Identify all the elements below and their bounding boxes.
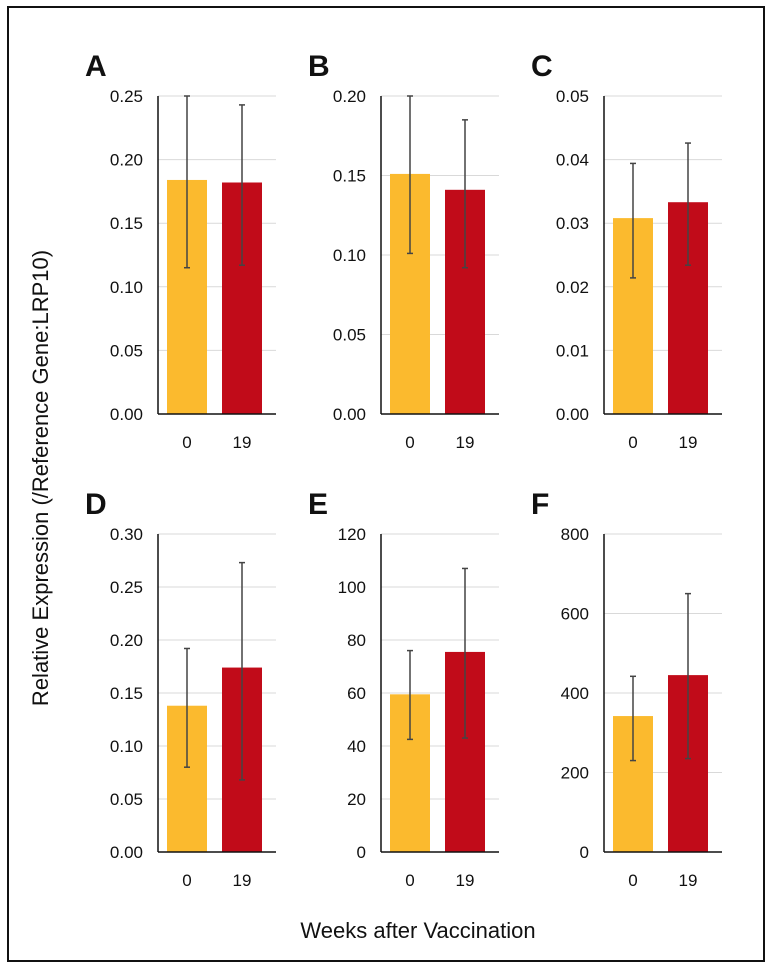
panel-letter-e: E bbox=[308, 488, 328, 521]
x-tick-label-d-1: 19 bbox=[233, 871, 252, 890]
y-tick-label-d-4: 0.20 bbox=[110, 631, 143, 650]
y-tick-label-e-3: 60 bbox=[347, 684, 366, 703]
y-tick-label-d-2: 0.10 bbox=[110, 737, 143, 756]
y-tick-label-b-4: 0.20 bbox=[333, 87, 366, 106]
y-tick-label-f-2: 400 bbox=[561, 684, 589, 703]
panel-letter-b: B bbox=[308, 50, 330, 83]
y-tick-label-d-6: 0.30 bbox=[110, 525, 143, 544]
y-tick-label-e-4: 80 bbox=[347, 631, 366, 650]
y-tick-label-c-0: 0.00 bbox=[556, 405, 589, 424]
panel-letter-a: A bbox=[85, 50, 107, 83]
y-tick-label-e-2: 40 bbox=[347, 737, 366, 756]
y-tick-label-f-4: 800 bbox=[561, 525, 589, 544]
x-tick-label-a-1: 19 bbox=[233, 433, 252, 452]
y-tick-label-f-1: 200 bbox=[561, 764, 589, 783]
x-tick-label-f-0: 0 bbox=[628, 871, 637, 890]
panel-a: A 0.00 0.05 0.10 0.15 0.20 0.25 0 19 bbox=[85, 50, 276, 452]
panel-e: E 0 20 40 60 80 100 120 0 19 bbox=[308, 488, 499, 890]
x-tick-label-b-1: 19 bbox=[456, 433, 475, 452]
y-tick-label-e-5: 100 bbox=[338, 578, 366, 597]
y-tick-label-b-0: 0.00 bbox=[333, 405, 366, 424]
y-tick-label-e-1: 20 bbox=[347, 790, 366, 809]
panel-f: F 0 200 400 600 800 0 19 bbox=[531, 488, 722, 890]
x-axis-title: Weeks after Vaccination bbox=[300, 918, 535, 943]
y-tick-label-a-4: 0.20 bbox=[110, 151, 143, 170]
y-tick-label-a-1: 0.05 bbox=[110, 341, 143, 360]
panel-c: C 0.00 0.01 0.02 0.03 0.04 0.05 0 19 bbox=[531, 50, 722, 452]
y-tick-label-b-2: 0.10 bbox=[333, 246, 366, 265]
x-tick-label-b-0: 0 bbox=[405, 433, 414, 452]
x-tick-label-f-1: 19 bbox=[679, 871, 698, 890]
panel-b: B 0.00 0.05 0.10 0.15 0.20 0 19 bbox=[308, 50, 499, 452]
panel-letter-d: D bbox=[85, 488, 107, 521]
y-tick-label-d-1: 0.05 bbox=[110, 790, 143, 809]
x-tick-label-e-0: 0 bbox=[405, 871, 414, 890]
y-tick-label-e-0: 0 bbox=[357, 843, 366, 862]
y-tick-label-f-0: 0 bbox=[580, 843, 589, 862]
y-tick-label-b-3: 0.15 bbox=[333, 167, 366, 186]
y-tick-label-d-3: 0.15 bbox=[110, 684, 143, 703]
x-tick-label-c-0: 0 bbox=[628, 433, 637, 452]
x-tick-label-e-1: 19 bbox=[456, 871, 475, 890]
panel-d: D 0.00 0.05 0.10 0.15 0.20 0.25 0.30 0 19 bbox=[85, 488, 276, 890]
x-tick-label-c-1: 19 bbox=[679, 433, 698, 452]
y-tick-label-a-2: 0.10 bbox=[110, 278, 143, 297]
y-tick-label-a-0: 0.00 bbox=[110, 405, 143, 424]
y-tick-label-f-3: 600 bbox=[561, 605, 589, 624]
panel-letter-c: C bbox=[531, 50, 553, 83]
y-tick-label-b-1: 0.05 bbox=[333, 326, 366, 345]
x-tick-label-d-0: 0 bbox=[182, 871, 191, 890]
y-axis-title: Relative Expression (/Reference Gene:LRP… bbox=[28, 250, 53, 706]
chart-panels: A 0.00 0.05 0.10 0.15 0.20 0.25 0 19 B 0.00 0.05 0.1… bbox=[85, 50, 722, 890]
y-tick-label-d-5: 0.25 bbox=[110, 578, 143, 597]
y-tick-label-e-6: 120 bbox=[338, 525, 366, 544]
x-tick-label-a-0: 0 bbox=[182, 433, 191, 452]
y-tick-label-c-1: 0.01 bbox=[556, 341, 589, 360]
y-tick-label-a-5: 0.25 bbox=[110, 87, 143, 106]
panel-letter-f: F bbox=[531, 488, 549, 521]
y-tick-label-a-3: 0.15 bbox=[110, 214, 143, 233]
y-tick-label-c-3: 0.03 bbox=[556, 214, 589, 233]
y-tick-label-c-4: 0.04 bbox=[556, 151, 589, 170]
y-tick-label-d-0: 0.00 bbox=[110, 843, 143, 862]
y-tick-label-c-5: 0.05 bbox=[556, 87, 589, 106]
y-tick-label-c-2: 0.02 bbox=[556, 278, 589, 297]
